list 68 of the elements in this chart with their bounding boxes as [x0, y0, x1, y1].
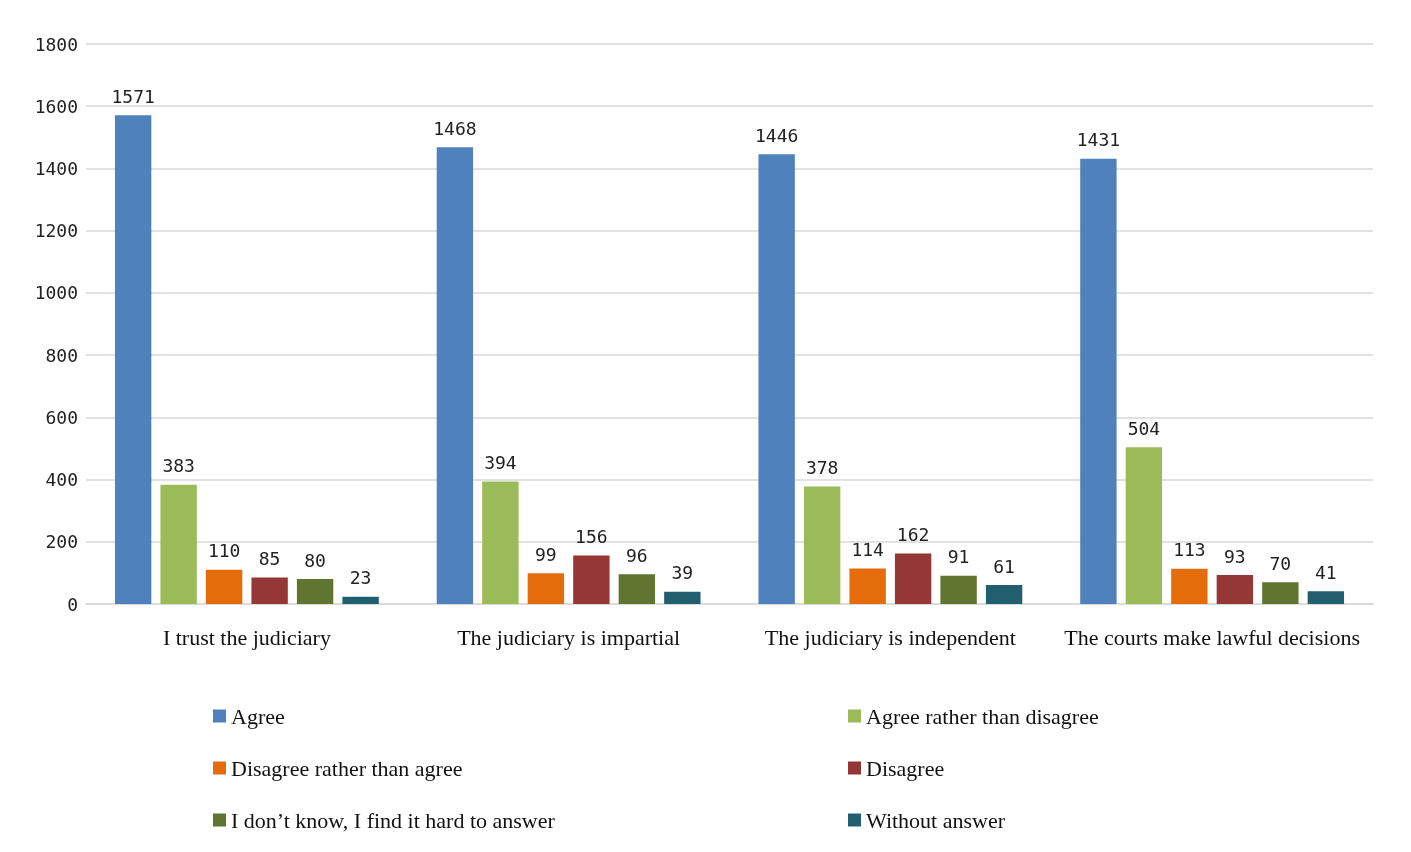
legend-label: Disagree: [866, 755, 945, 781]
legend-label: Without answer: [866, 807, 1006, 833]
data-label: 394: [484, 451, 517, 473]
y-tick-label: 1400: [34, 157, 78, 179]
y-tick-label: 800: [45, 344, 78, 366]
data-label: 23: [349, 567, 372, 589]
bar: [1262, 582, 1299, 604]
bar: [1080, 158, 1117, 604]
data-label: 99: [535, 543, 557, 565]
bar: [803, 486, 841, 604]
data-label: 80: [304, 549, 326, 571]
y-tick-label: 200: [45, 531, 78, 553]
bar: [849, 568, 886, 604]
y-tick-label: 1200: [34, 220, 78, 242]
bar: [1307, 591, 1345, 604]
bar: [296, 579, 334, 604]
bar: [940, 575, 977, 604]
data-label: 383: [162, 455, 195, 477]
bar: [664, 591, 701, 604]
bar: [342, 596, 379, 604]
x-tick-label: The judiciary is impartial: [457, 624, 681, 650]
x-tick-label: The judiciary is independent: [764, 624, 1016, 650]
y-tick-label: 1600: [34, 95, 78, 117]
data-label: 93: [1224, 545, 1246, 567]
y-tick-label: 1800: [34, 33, 78, 55]
x-tick-label: The courts make lawful decisions: [1064, 624, 1360, 650]
bar: [251, 577, 288, 604]
bar: [114, 115, 152, 604]
data-label: 378: [805, 456, 839, 478]
data-label: 162: [896, 524, 930, 546]
y-tick-label: 400: [45, 469, 78, 491]
x-tick-label: I trust the judiciary: [162, 624, 331, 650]
data-label: 1468: [433, 117, 477, 139]
bar: [1125, 447, 1163, 604]
data-label: 504: [1127, 417, 1161, 439]
y-tick-label: 1000: [34, 282, 78, 304]
data-label: 61: [993, 555, 1015, 577]
data-label: 41: [1315, 561, 1337, 583]
legend-label: Agree: [231, 703, 285, 729]
bar: [160, 484, 197, 604]
bar: [894, 553, 932, 604]
bar: [618, 574, 656, 604]
data-label: 1446: [754, 124, 799, 146]
y-tick-label: 0: [67, 593, 78, 615]
legend-label: Disagree rather than agree: [231, 755, 463, 781]
data-label: 39: [671, 562, 694, 584]
bar: [436, 147, 474, 604]
bar: [758, 154, 795, 604]
bar: [573, 555, 610, 604]
data-label: 1571: [111, 85, 155, 107]
legend-label: I don’t know, I find it hard to answer: [231, 807, 556, 833]
data-label: 156: [575, 525, 608, 547]
data-label: 1431: [1076, 129, 1121, 151]
data-label: 114: [851, 539, 884, 561]
data-label: 113: [1173, 539, 1206, 561]
legend-label: Agree rather than disagree: [866, 703, 1099, 729]
data-label: 91: [947, 546, 970, 568]
bar: [1216, 575, 1254, 604]
data-label: 110: [207, 540, 241, 562]
bar: [985, 585, 1023, 604]
y-tick-label: 600: [45, 406, 78, 428]
data-label: 70: [1269, 552, 1292, 574]
data-label: 96: [626, 544, 648, 566]
bar: [1171, 568, 1208, 604]
bar: [482, 481, 519, 604]
data-label: 85: [258, 548, 281, 570]
bar: [205, 569, 243, 604]
bar: [527, 573, 565, 604]
